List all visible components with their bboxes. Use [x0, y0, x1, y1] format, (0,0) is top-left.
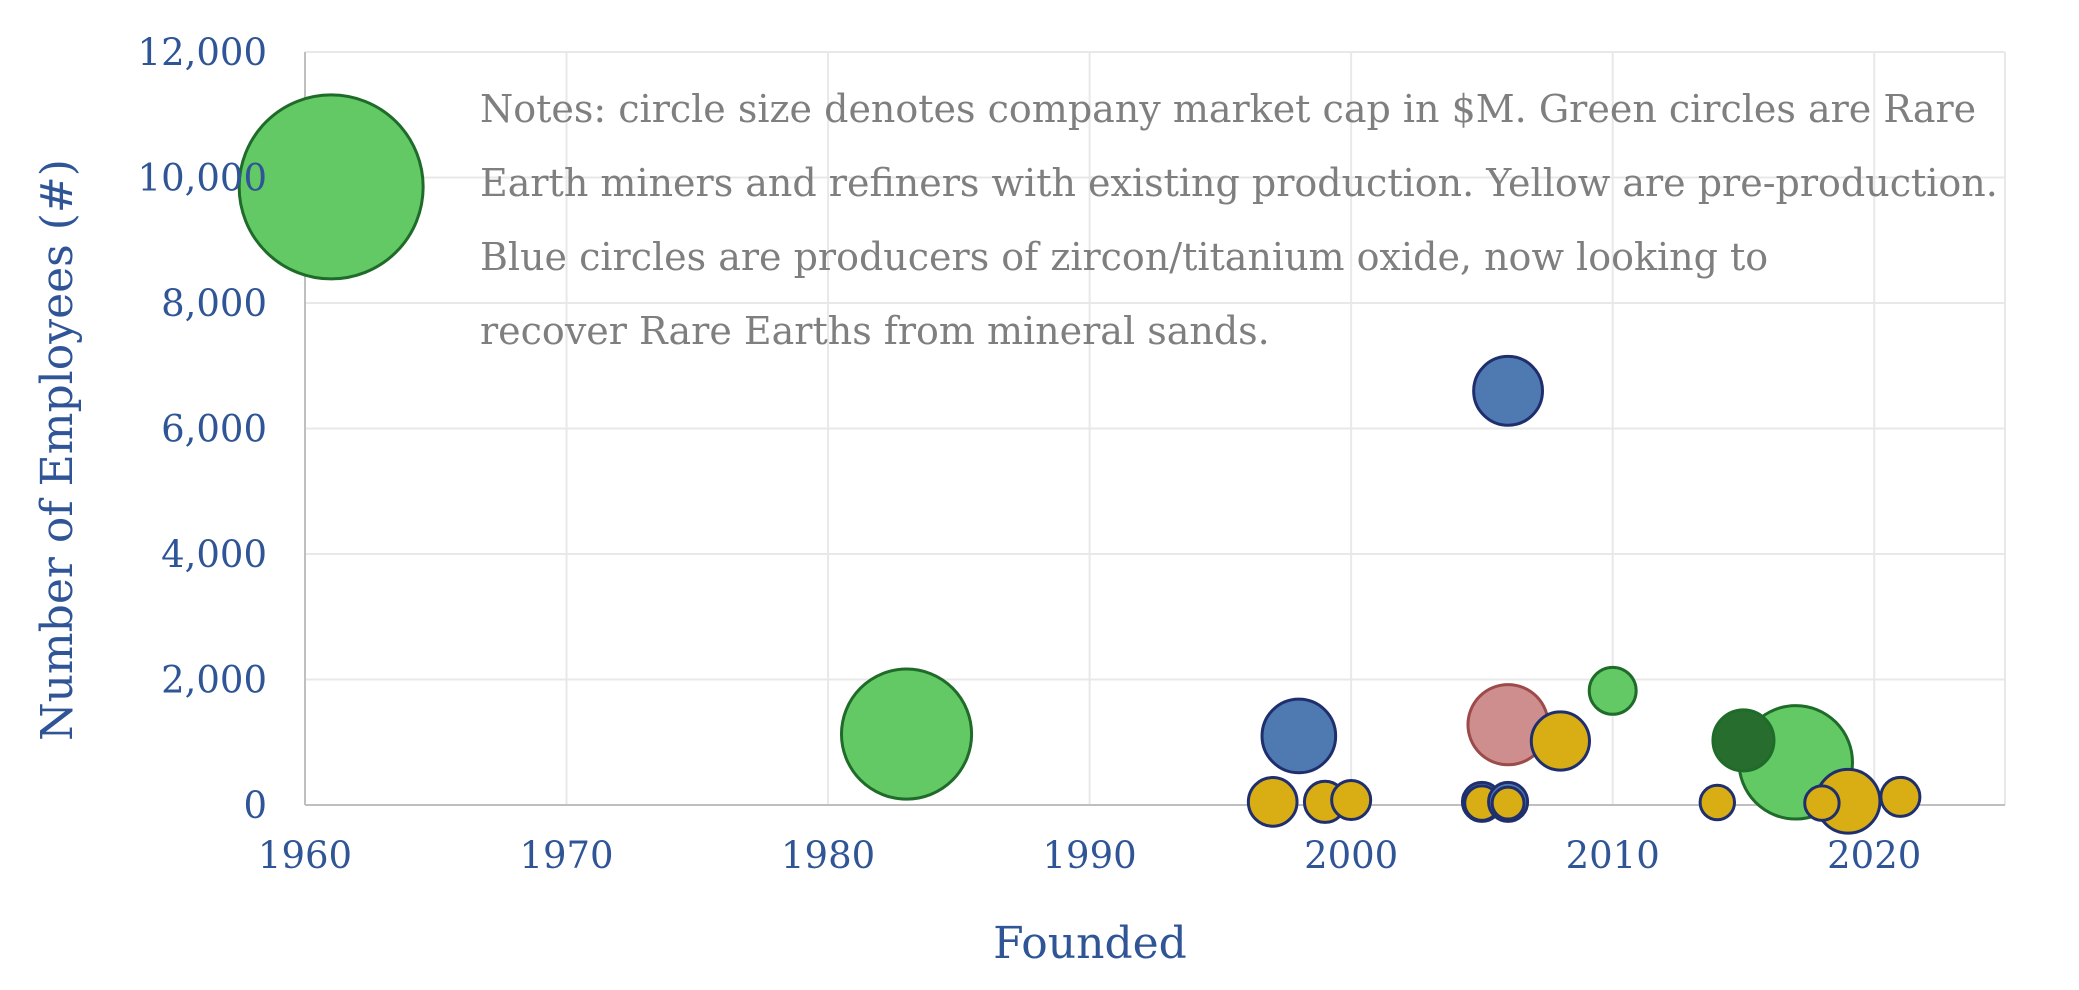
- bubble-yellow: [1246, 776, 1299, 828]
- bubble-green: [1587, 665, 1638, 716]
- x-tick-label: 2000: [1304, 834, 1398, 877]
- bubble-yellow: [1490, 785, 1526, 821]
- y-axis-title: Number of Employees (#): [32, 159, 83, 741]
- bubble-yellow: [1529, 710, 1591, 772]
- y-tick-label: 10,000: [138, 157, 267, 200]
- y-tick-label: 4,000: [161, 533, 267, 576]
- bubble-yellow: [1879, 775, 1922, 818]
- bubble-green: [839, 667, 974, 801]
- bubble-yellow: [1330, 778, 1373, 821]
- y-tick-label: 2,000: [161, 659, 267, 702]
- x-tick-label: 2010: [1566, 834, 1660, 877]
- bubble-dark_green: [1711, 708, 1776, 773]
- notes-annotation: Notes: circle size denotes company marke…: [480, 87, 1998, 353]
- x-tick-label: 1960: [258, 834, 352, 877]
- bubbles: [237, 93, 1922, 835]
- note-line: Notes: circle size denotes company marke…: [480, 87, 1976, 131]
- y-tick-label: 6,000: [161, 408, 267, 451]
- x-tick-label: 1990: [1043, 834, 1137, 877]
- gridlines: [305, 51, 2006, 805]
- note-line: Earth miners and refiners with existing …: [480, 161, 1998, 205]
- note-line: recover Rare Earths from mineral sands.: [480, 309, 1270, 353]
- y-tick-label: 8,000: [161, 282, 267, 325]
- tick-labels: 0 2,000 4,000 6,000 8,000 10,000 12,000 1960 197…: [138, 31, 1922, 877]
- bubble-blue: [1472, 354, 1545, 427]
- x-tick-label: 1980: [781, 834, 875, 877]
- bubble-yellow: [1803, 784, 1841, 822]
- y-tick-label: 12,000: [138, 31, 267, 74]
- y-tick-label: 0: [243, 784, 267, 827]
- bubble-yellow: [1698, 783, 1737, 822]
- x-tick-label: 1970: [519, 834, 613, 877]
- x-axis-title: Founded: [993, 918, 1187, 969]
- bubble-blue: [1260, 697, 1338, 775]
- x-tick-label: 2020: [1827, 834, 1921, 877]
- note-line: Blue circles are producers of zircon/tit…: [480, 235, 1768, 279]
- bubble-green: [237, 93, 425, 281]
